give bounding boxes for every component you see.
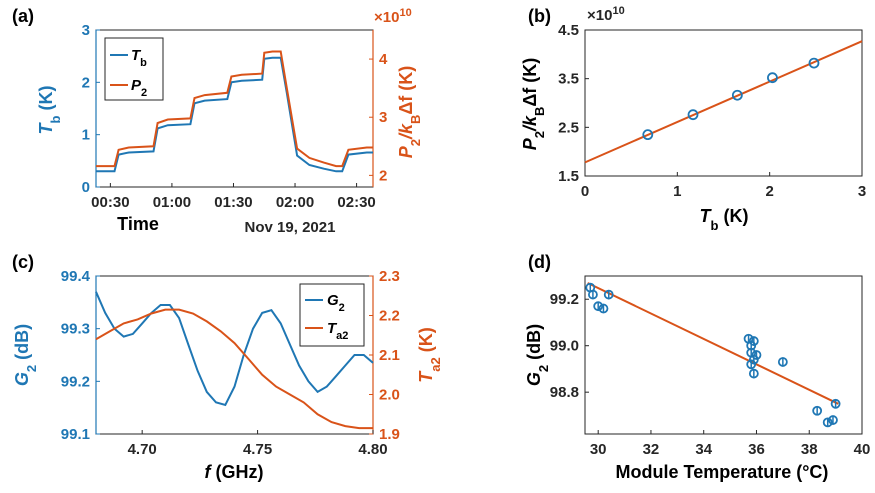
legend-entry-c-0: G2: [327, 292, 345, 314]
series-line-a-0: [96, 56, 373, 173]
multiplier-a: ×1010: [374, 7, 412, 26]
ytick-label-left-c: 99.2: [61, 373, 90, 390]
ylabel-right-a: P2/kBΔf (K): [396, 66, 423, 159]
ytick-label-d: 98.8: [550, 384, 579, 401]
xlabel-d: Module Temperature (°C): [616, 462, 829, 482]
ytick-label-left-c: 99.3: [61, 321, 90, 338]
xtick-label-a: 01:30: [214, 194, 252, 211]
data-point-d: [593, 301, 604, 312]
fit-line-d: [587, 282, 839, 405]
xtick-label-d: 34: [695, 441, 712, 458]
ytick-label-right-a: 2: [379, 167, 387, 184]
ytick-label-right-c: 2.1: [379, 347, 400, 364]
xtick-label-a: 00:30: [91, 194, 129, 211]
xtick-label-a: 02:00: [276, 194, 314, 211]
ylabel-left-c: G2 (dB): [12, 324, 39, 386]
ytick-label-d: 99.2: [550, 291, 579, 308]
plot-frame-b: [584, 29, 863, 177]
data-point-d: [751, 350, 762, 360]
ylabel-b: P2/kBΔf (K): [520, 58, 547, 151]
ytick-label-right-a: 3: [379, 109, 387, 126]
xtick-label-d: 40: [854, 441, 871, 458]
ytick-label-right-c: 1.9: [379, 426, 400, 443]
data-point-b: [731, 89, 743, 101]
data-point-d: [812, 405, 823, 416]
panel-label-d: (d): [528, 252, 551, 272]
xlabel-date-a: Nov 19, 2021: [245, 219, 336, 236]
fit-line-b: [584, 40, 863, 164]
ytick-label-b: 4.5: [558, 22, 579, 39]
xtick-label-a: 02:30: [337, 194, 375, 211]
ytick-label-b: 3.5: [558, 71, 579, 88]
data-point-d: [777, 357, 788, 367]
ytick-label-left-c: 99.1: [61, 426, 90, 443]
ytick-label-d: 99.0: [550, 338, 579, 355]
data-point-d: [603, 289, 614, 300]
data-point-d: [748, 368, 759, 379]
xtick-label-a: 01:00: [153, 194, 191, 211]
panel-label-b: (b): [528, 6, 551, 26]
xtick-label-c: 4.80: [358, 441, 387, 458]
legend-entry-a-1: P2: [131, 77, 147, 99]
legend-box-c: [299, 283, 365, 347]
ylabel-left-a: Tb (K): [36, 86, 63, 135]
ytick-label-right-c: 2.2: [379, 308, 400, 325]
plot-frame-d: [584, 275, 863, 435]
data-point-d: [828, 415, 838, 425]
xtick-label-d: 36: [748, 441, 765, 458]
ytick-label-left-a: 2: [82, 74, 90, 91]
data-point-d: [830, 398, 841, 409]
ytick-label-b: 2.5: [558, 119, 579, 136]
ytick-label-left-c: 99.4: [61, 268, 91, 285]
xtick-label-b: 2: [765, 183, 773, 200]
ytick-label-right-c: 2.3: [379, 268, 400, 285]
data-point-d: [748, 336, 759, 346]
xlabel-a: Time: [117, 214, 159, 234]
xtick-label-d: 32: [643, 441, 660, 458]
legend-entry-a-0: Tb: [131, 47, 147, 69]
ytick-label-right-c: 2.0: [379, 387, 400, 404]
ylabel-d: G2 (dB): [524, 324, 551, 386]
panel-label-a: (a): [12, 6, 34, 26]
ylabel-right-c: Ta2 (K): [416, 327, 443, 382]
data-point-b: [808, 57, 820, 69]
xtick-label-d: 30: [590, 441, 607, 458]
ytick-label-left-a: 1: [82, 127, 90, 144]
data-point-b: [687, 109, 699, 121]
ytick-label-right-a: 4: [379, 51, 388, 68]
xtick-label-c: 4.75: [243, 441, 272, 458]
data-point-d: [822, 417, 833, 428]
xtick-label-c: 4.70: [128, 441, 157, 458]
data-point-d: [598, 303, 609, 314]
xtick-label-b: 1: [673, 183, 681, 200]
series-line-c-1: [95, 308, 373, 430]
panel-label-c: (c): [12, 252, 34, 272]
series-line-c-0: [95, 291, 374, 407]
xlabel-b: Tb (K): [700, 206, 749, 233]
legend-box-a: [104, 37, 164, 101]
xtick-label-b: 0: [581, 183, 589, 200]
ytick-label-b: 1.5: [558, 168, 579, 185]
data-point-d: [588, 289, 598, 300]
data-point-b: [767, 72, 778, 84]
series-line-a-1: [96, 50, 373, 168]
data-point-b: [642, 129, 654, 141]
xlabel-c: f (GHz): [205, 462, 264, 482]
legend-entry-c-1: Ta2: [327, 320, 348, 342]
ytick-label-left-a: 0: [82, 179, 90, 196]
xtick-label-d: 38: [801, 441, 818, 458]
xtick-label-b: 3: [858, 183, 866, 200]
multiplier-b: ×1010: [587, 5, 625, 24]
ytick-label-left-a: 3: [82, 22, 90, 39]
